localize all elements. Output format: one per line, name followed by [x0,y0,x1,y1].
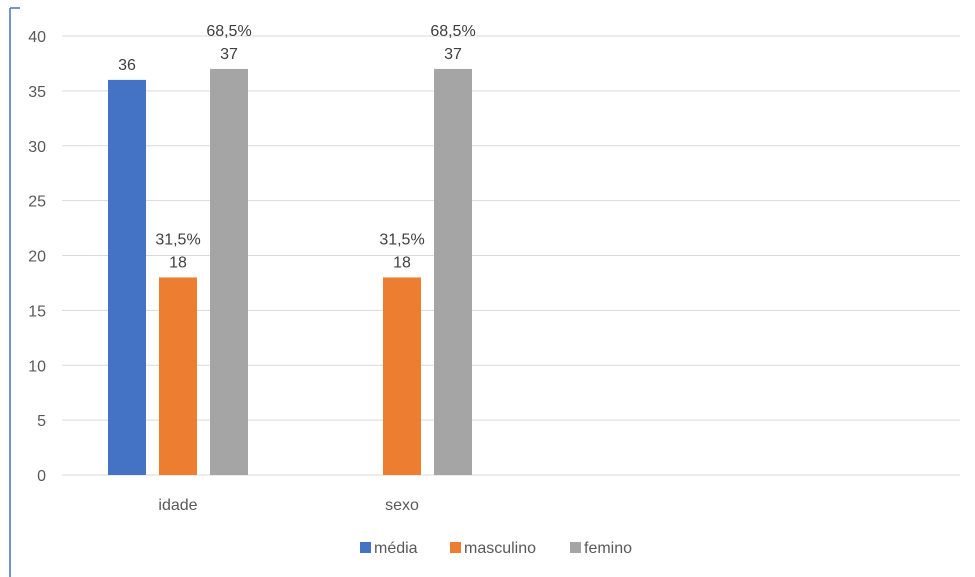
data-label: 18 [393,254,411,271]
y-tick-label: 35 [28,84,46,101]
data-label-percent: 68,5% [206,23,251,40]
y-tick-label: 15 [28,303,46,320]
y-tick-label: 5 [37,413,46,430]
y-tick-label: 25 [28,194,46,211]
bar [383,277,421,475]
data-label-percent: 31,5% [155,231,200,248]
data-label: 18 [169,254,187,271]
legend-label: média [374,540,418,557]
legend-swatch [570,542,581,553]
bar [108,79,146,476]
y-tick-label: 30 [28,139,46,156]
data-label-percent: 68,5% [430,23,475,40]
legend-swatch [360,542,371,553]
y-tick-label: 0 [37,468,46,485]
data-label: 37 [220,46,238,63]
data-label: 36 [118,57,136,74]
x-category-label: sexo [385,497,419,514]
data-label: 37 [444,46,462,63]
x-category-label: idade [158,497,197,514]
bar [434,68,472,476]
legend-label: masculino [464,540,536,557]
legend-swatch [450,542,461,553]
data-label-percent: 31,5% [379,231,424,248]
y-tick-label: 20 [28,249,46,266]
bar [159,277,197,475]
y-tick-label: 10 [28,358,46,375]
legend-label: femino [584,540,632,557]
y-tick-label: 40 [28,29,46,46]
bar [210,68,248,476]
